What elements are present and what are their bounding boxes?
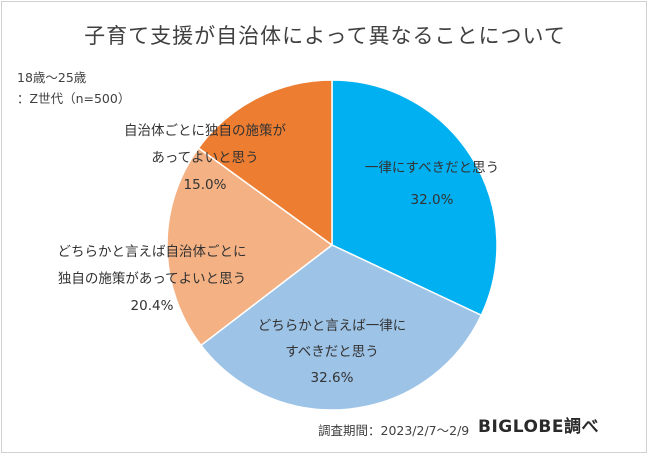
slice-3-value-label: 20.4%	[131, 298, 174, 314]
slice-2-label-line-2: すべきだと思う	[285, 344, 379, 360]
slice-3-label-line-1: どちらかと言えば自治体ごとに	[58, 244, 247, 260]
survey-period: 調査期間：2023/2/7～2/9	[318, 423, 470, 438]
slice-4-label-line-1: 自治体ごとに独自の施策が	[124, 122, 286, 139]
slice-2-value-label: 32.6%	[311, 370, 354, 386]
slice-1-value-label: 32.0%	[411, 192, 454, 208]
slice-4-value-label: 15.0%	[184, 177, 227, 193]
sample-note-age: 18歳～25歳	[17, 70, 87, 85]
pie-slice-1	[331, 79, 498, 317]
slice-2-label-line-1: どちらかと言えば一律に	[258, 318, 407, 334]
pie-slice-2	[199, 244, 483, 411]
sample-note-group: ：Z世代（n=500）	[17, 91, 131, 106]
slice-3-label-line-2: 独自の施策があってよいと思う	[58, 270, 246, 287]
chart-title: 子育て支援が自治体によって異なることについて	[84, 24, 566, 48]
slice-1-label-line-1: 一律にすべきだと思う	[365, 160, 499, 176]
pie-slice-4	[197, 79, 333, 247]
brand-credit: BIGLOBE調べ	[478, 417, 599, 437]
slice-4-label-line-2: あってよいと思う	[151, 150, 258, 166]
pie-slice-3	[166, 146, 334, 347]
